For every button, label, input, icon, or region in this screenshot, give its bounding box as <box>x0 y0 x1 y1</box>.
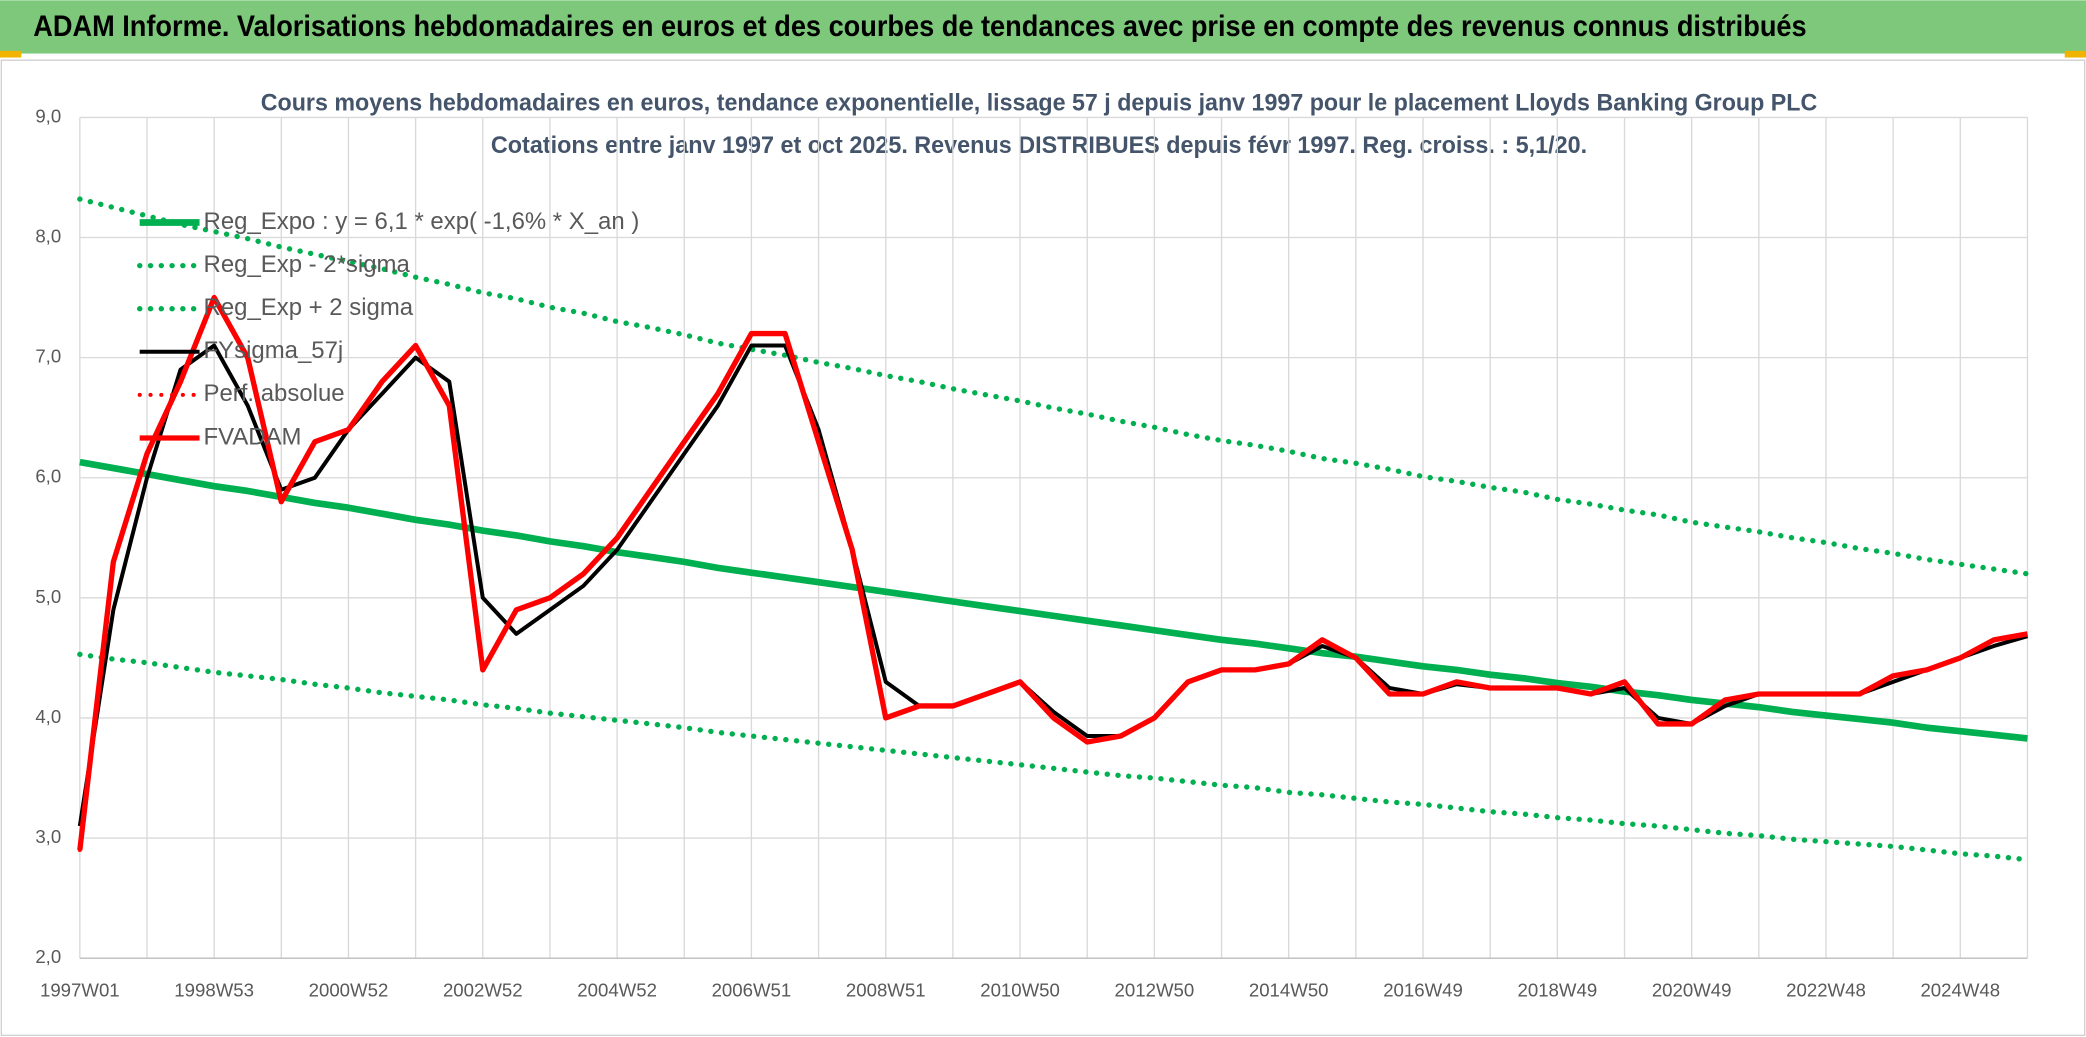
y-tick-label: 2,0 <box>35 946 61 967</box>
x-tick-label: 2008W51 <box>846 979 926 1000</box>
x-tick-label: 2006W51 <box>712 979 792 1000</box>
legend-label: Reg_Exp - 2*sigma <box>204 251 411 278</box>
series-line <box>79 458 2028 742</box>
header-title: ADAM Informe. Valorisations hebdomadaire… <box>33 11 1806 43</box>
series-line <box>77 196 2031 577</box>
chart-frame <box>0 59 2086 1037</box>
x-tick-label: 2002W52 <box>443 979 523 1000</box>
x-tick-label: 2004W52 <box>577 979 657 1000</box>
x-tick-label: 2018W49 <box>1518 979 1598 1000</box>
y-tick-label: 8,0 <box>35 225 61 246</box>
y-tick-label: 5,0 <box>35 586 61 607</box>
y-tick-label: 6,0 <box>35 466 61 487</box>
legend-label: FYsigma_57j <box>204 337 344 364</box>
legend-label: Reg_Expo : y = 6,1 * exp( -1,6% * X_an ) <box>204 208 640 235</box>
chart-subtitle: Cotations entre janv 1997 et oct 2025. R… <box>491 132 1587 159</box>
legend-label: FVADAM <box>204 423 302 450</box>
legend-label: Perf. absolue <box>204 380 345 407</box>
x-tick-label: 2000W52 <box>309 979 389 1000</box>
y-tick-label: 7,0 <box>35 346 61 367</box>
corner-mark <box>0 50 22 58</box>
y-tick-label: 4,0 <box>35 706 61 727</box>
series-line <box>77 294 2028 851</box>
x-tick-label: 1998W53 <box>174 979 254 1000</box>
x-tick-label: 2022W48 <box>1786 979 1866 1000</box>
y-tick-label: 3,0 <box>35 826 61 847</box>
x-tick-label: 2016W49 <box>1383 979 1463 1000</box>
legend-label: Reg_Exp + 2 sigma <box>204 294 414 321</box>
x-tick-label: 2020W49 <box>1652 979 1732 1000</box>
series-line <box>77 651 2031 863</box>
chart-title: Cours moyens hebdomadaires en euros, ten… <box>261 89 1818 116</box>
x-tick-label: 2024W48 <box>1920 979 2000 1000</box>
x-tick-label: 1997W01 <box>40 979 120 1000</box>
x-tick-label: 2012W50 <box>1115 979 1195 1000</box>
header-bar <box>0 0 2086 54</box>
x-tick-label: 2014W50 <box>1249 979 1329 1000</box>
corner-mark <box>2064 50 2086 58</box>
y-tick-label: 9,0 <box>35 105 61 126</box>
x-tick-label: 2010W50 <box>980 979 1060 1000</box>
